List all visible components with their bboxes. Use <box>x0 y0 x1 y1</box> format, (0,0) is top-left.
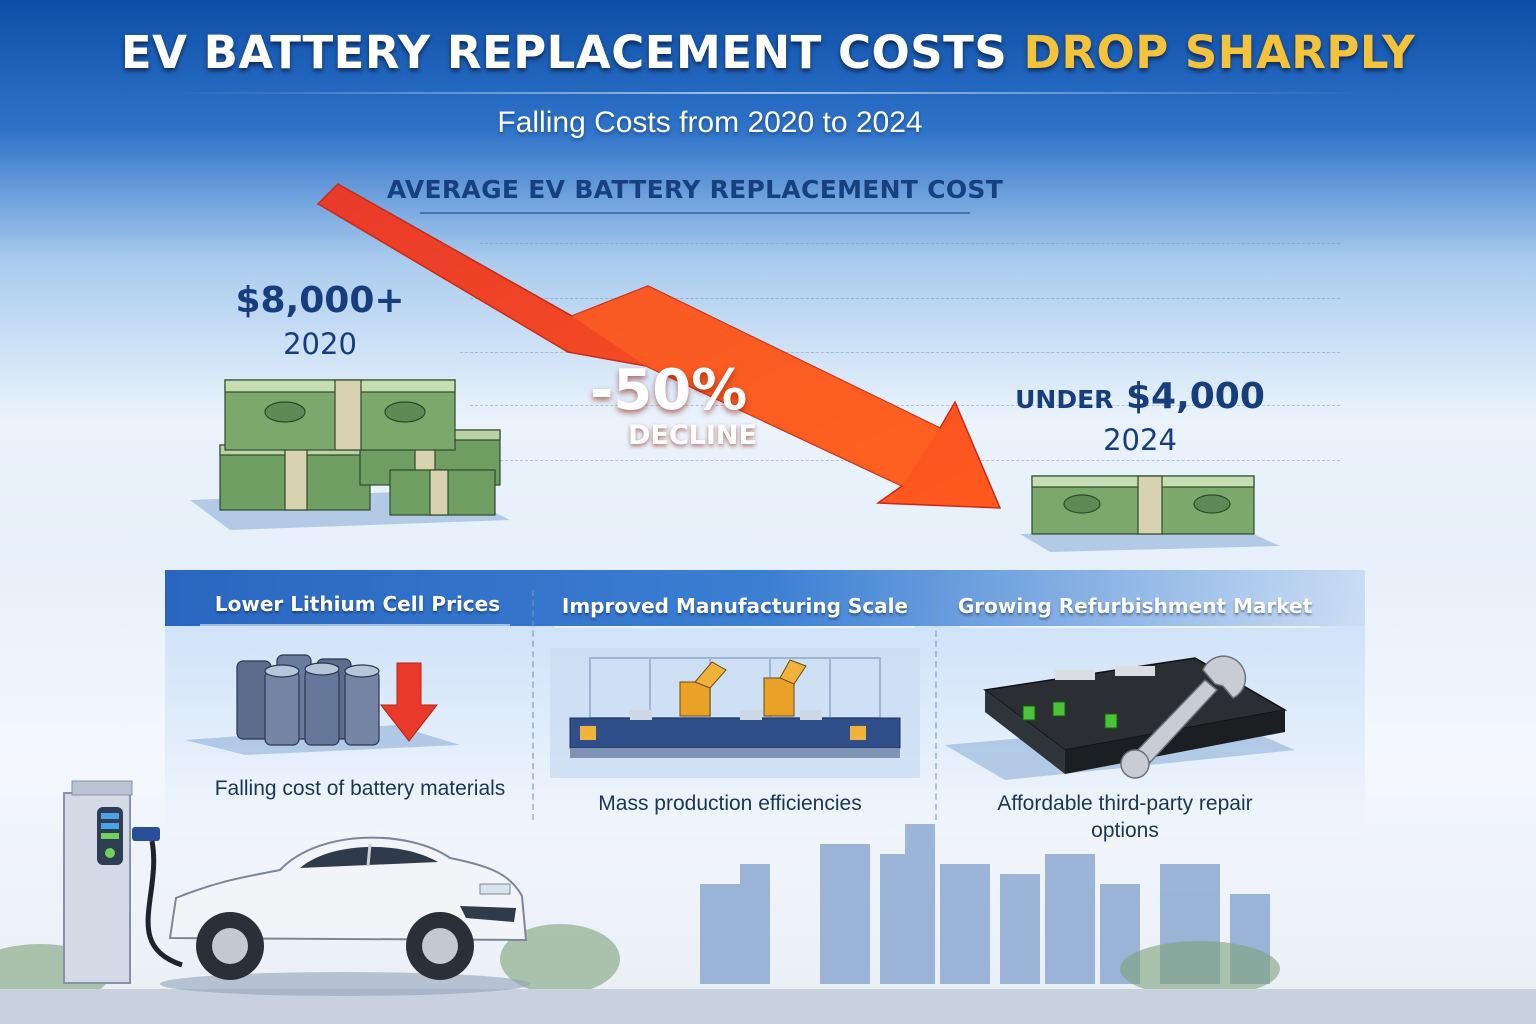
factor-description: Mass production efficiencies <box>598 792 862 815</box>
ev-charger-icon <box>63 780 183 984</box>
robotic-factory-line-icon <box>550 648 920 778</box>
start-cost-year: 2020 <box>283 327 357 361</box>
factor-underline <box>960 626 1320 628</box>
factor-description: Falling cost of battery materials <box>214 777 506 800</box>
end-cost-stat: UNDER $4,000 2024 <box>1000 376 1280 457</box>
cash-stack-large-icon <box>190 379 510 530</box>
page-title: EV BATTERY REPLACEMENT COSTS DROP SHARPL… <box>0 26 1536 79</box>
panel-divider <box>532 590 534 820</box>
city-skyline <box>0 824 1536 1024</box>
cash-stack-small-icon <box>1020 475 1280 552</box>
gridline <box>470 405 1340 406</box>
decline-percent: -50% <box>590 358 748 423</box>
decline-label: DECLINE <box>628 420 757 451</box>
battery-cells-down-arrow-icon <box>185 654 460 755</box>
gridline <box>460 352 1340 353</box>
electric-car-icon <box>160 836 530 996</box>
end-cost-prefix: UNDER <box>1015 385 1114 414</box>
battery-pack-wrench-icon <box>945 655 1295 780</box>
end-cost-amount: $4,000 <box>1125 376 1265 417</box>
chart-heading: AVERAGE EV BATTERY REPLACEMENT COST <box>386 175 1004 204</box>
gridline <box>480 243 1340 244</box>
gridline <box>470 298 1340 299</box>
page-subtitle: Falling Costs from 2020 to 2024 <box>497 106 923 139</box>
title-underline <box>170 92 1366 94</box>
start-cost-stat: $8,000+ 2020 <box>200 280 440 361</box>
factors-header-band <box>165 570 1365 626</box>
chart-heading-underline <box>420 212 970 214</box>
factor-title: Growing Refurbishment Market <box>957 594 1313 618</box>
end-cost-year: 2024 <box>1103 423 1177 457</box>
factor-description: Affordable third-party repair options <box>997 792 1253 842</box>
factor-underline <box>555 626 915 628</box>
factor-underline <box>200 624 510 626</box>
title-accent: DROP SHARPLY <box>1023 26 1416 79</box>
factor-title: Improved Manufacturing Scale <box>561 594 909 618</box>
title-main: EV BATTERY REPLACEMENT COSTS <box>120 26 1008 79</box>
factor-title: Lower Lithium Cell Prices <box>214 592 501 616</box>
start-cost-amount: $8,000+ <box>235 280 405 321</box>
panel-divider <box>935 590 937 820</box>
